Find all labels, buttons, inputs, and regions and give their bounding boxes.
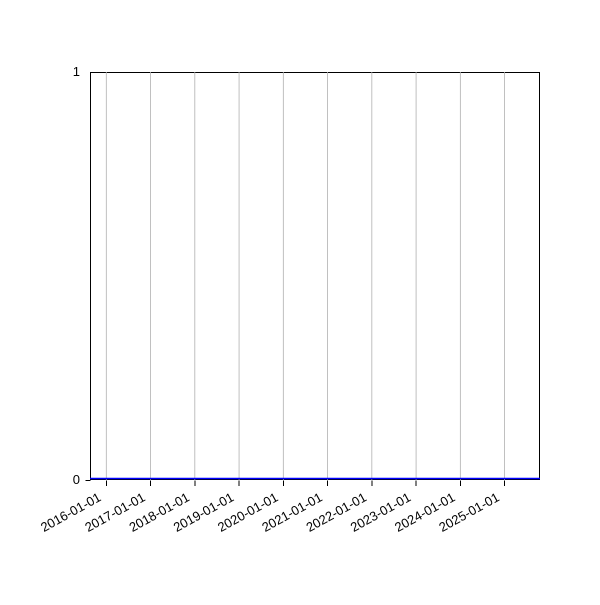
svg-text:1: 1 <box>73 64 80 79</box>
svg-text:0: 0 <box>73 472 80 487</box>
